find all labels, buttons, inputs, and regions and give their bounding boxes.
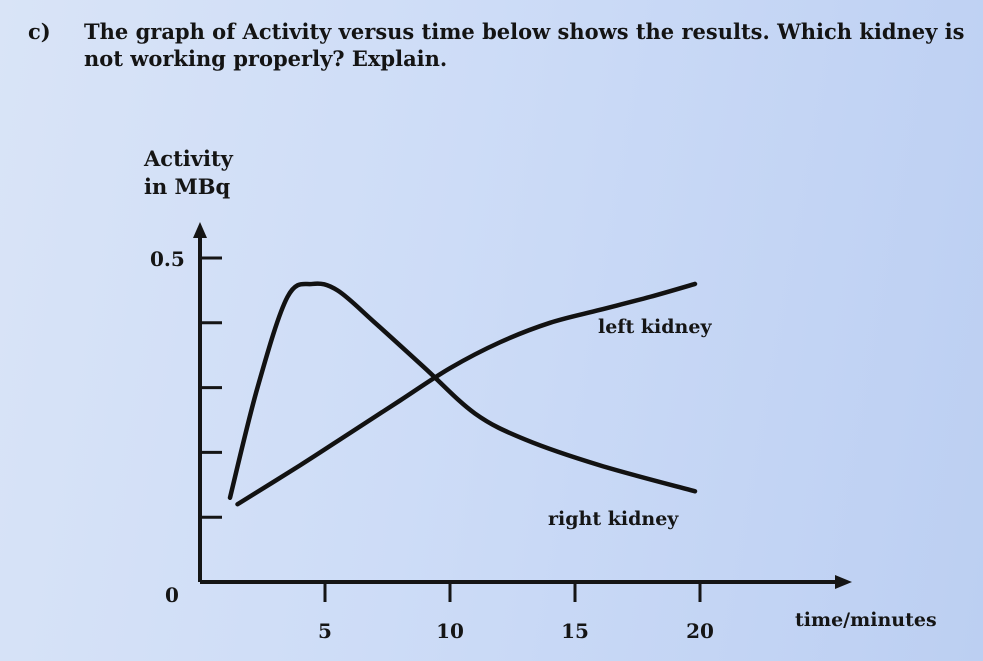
x-axis-label: time/minutes	[795, 609, 937, 631]
series-label-left-kidney: left kidney	[598, 316, 712, 338]
origin-label: 0	[165, 583, 179, 607]
x-tick-label: 20	[686, 619, 714, 643]
x-ticks: 5 10 15 20	[318, 582, 714, 643]
y-axis-label-line2: in MBq	[144, 174, 231, 199]
question-label: c)	[28, 19, 51, 44]
x-tick-label: 5	[318, 619, 332, 643]
x-tick-label: 15	[561, 619, 589, 643]
y-tick-label: 0.5	[150, 247, 185, 271]
series-label-right-kidney: right kidney	[548, 508, 679, 530]
x-tick-label: 10	[436, 619, 464, 643]
data-curves: right kidney left kidney	[227, 281, 712, 530]
x-axis-arrowhead	[835, 575, 852, 589]
series-line-left-kidney	[235, 281, 698, 507]
chart-axes	[193, 222, 852, 589]
question-text: The graph of Activity versus time below …	[84, 19, 965, 71]
y-ticks: 0.5	[150, 247, 222, 519]
y-axis-arrowhead	[193, 222, 207, 238]
y-axis-label-line1: Activity	[143, 146, 234, 171]
series-line-right-kidney	[227, 281, 698, 501]
